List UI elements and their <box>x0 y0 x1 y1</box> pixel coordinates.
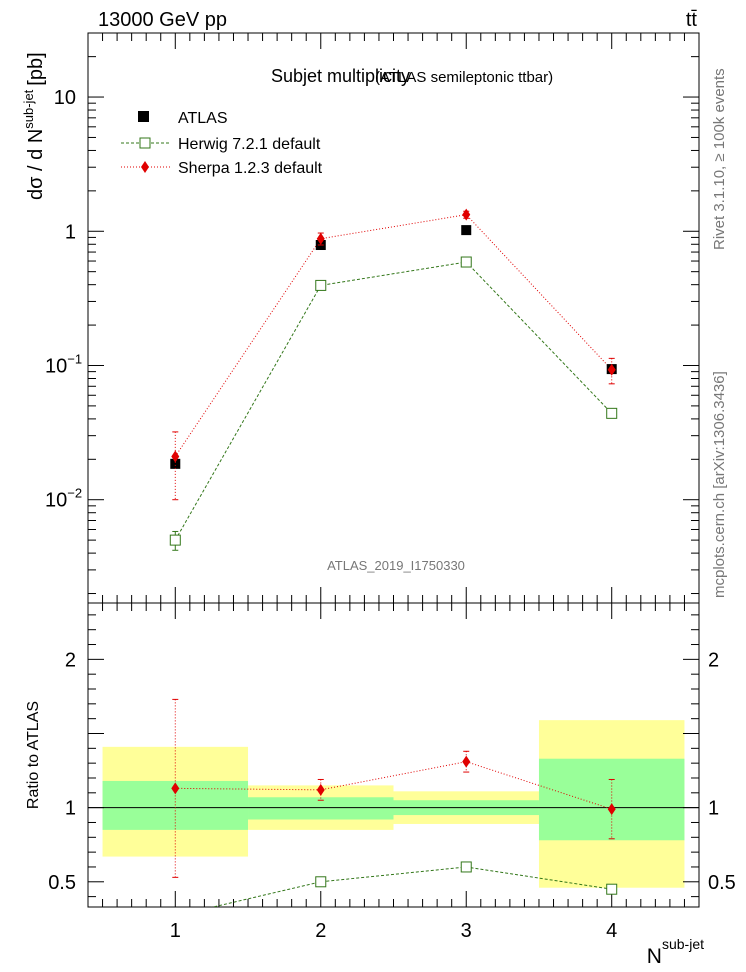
sherpa-ratio-line <box>175 761 612 810</box>
x-tick-label: 1 <box>170 920 181 942</box>
analysis-id-label: ATLAS_2019_I1750330 <box>327 558 465 573</box>
main-y-tick-label: 10−1 <box>45 351 82 377</box>
ratio-y-tick-label: 2 <box>65 649 76 671</box>
x-axis-label: Nsub-jet <box>647 936 704 968</box>
herwig-point <box>169 534 181 546</box>
herwig-ratio-point <box>606 883 618 895</box>
main-y-tick-label: 1 <box>65 221 76 243</box>
process-label: tt̄ <box>686 9 698 31</box>
ratio-y-tick-label-right: 0.5 <box>708 872 736 894</box>
sherpa-ratio-point <box>171 782 180 795</box>
x-tick-label: 2 <box>315 920 326 942</box>
ratio-bands <box>102 720 685 888</box>
legend: ATLAS Herwig 7.2.1 default Sherpa 1.2.3 … <box>121 110 323 177</box>
herwig-ratio-line <box>211 866 612 907</box>
ratio-x-axis: 1 2 3 4 <box>102 603 685 942</box>
legend-herwig-marker <box>139 137 151 149</box>
ratio-y-axis: 0.5 0.5 1 1 2 2 <box>48 614 736 898</box>
main-panel: 10−2 10−1 1 10 Subjet multiplicity (ATLAS s… <box>21 32 700 604</box>
herwig-line <box>174 261 613 541</box>
legend-herwig-label: Herwig 7.2.1 default <box>178 136 321 153</box>
chart-subtitle: (ATLAS semileptonic ttbar) <box>375 69 553 86</box>
chart-title: Subjet multiplicity <box>271 66 410 86</box>
legend-sherpa-marker <box>141 161 149 173</box>
herwig-point <box>460 256 472 268</box>
sherpa-line <box>174 214 613 457</box>
main-y-label: dσ / d Nsub-jet[pb] <box>21 52 47 200</box>
energy-label: 13000 GeV pp <box>98 9 227 31</box>
sherpa-point <box>316 232 325 245</box>
sherpa-ratio-point <box>316 783 325 796</box>
ratio-series <box>171 698 618 907</box>
herwig-point <box>606 407 618 419</box>
herwig-ratio-point <box>460 861 472 873</box>
sherpa-ratio-point <box>607 803 616 816</box>
sherpa-point <box>607 363 616 376</box>
legend-atlas-marker <box>138 111 149 122</box>
legend-atlas-label: ATLAS <box>178 110 228 127</box>
rivet-version-label: Rivet 3.1.10, ≥ 100k events <box>711 68 728 250</box>
herwig-ratio-point <box>315 876 327 888</box>
ratio-y-tick-label-right: 2 <box>708 649 719 671</box>
legend-sherpa-label: Sherpa 1.2.3 default <box>178 160 323 177</box>
mcplots-label: mcplots.cern.ch [arXiv:1306.3436] <box>711 371 728 598</box>
herwig-point <box>315 279 327 291</box>
ratio-panel: 0.5 0.5 1 1 2 2 1 2 3 4 Ratio to ATLAS <box>25 602 736 942</box>
main-y-tick-label: 10−2 <box>45 486 82 512</box>
main-x-axis <box>102 33 685 603</box>
ratio-band-inner <box>248 797 394 820</box>
sherpa-point <box>171 450 180 463</box>
main-series <box>169 208 618 551</box>
atlas-point <box>170 458 181 469</box>
ratio-y-tick-label: 1 <box>65 798 76 820</box>
main-y-tick-label: 10 <box>54 87 76 109</box>
atlas-point <box>461 225 472 236</box>
ratio-band-inner <box>538 758 685 841</box>
x-tick-label: 3 <box>461 920 472 942</box>
main-y-axis: 10−2 10−1 1 10 <box>45 32 699 595</box>
ratio-y-label: Ratio to ATLAS <box>25 701 42 809</box>
sherpa-point <box>462 208 471 221</box>
sherpa-ratio-point <box>462 755 471 768</box>
x-tick-label: 4 <box>606 920 617 942</box>
ratio-y-tick-label-right: 1 <box>708 798 719 820</box>
ratio-y-tick-label: 0.5 <box>48 872 76 894</box>
